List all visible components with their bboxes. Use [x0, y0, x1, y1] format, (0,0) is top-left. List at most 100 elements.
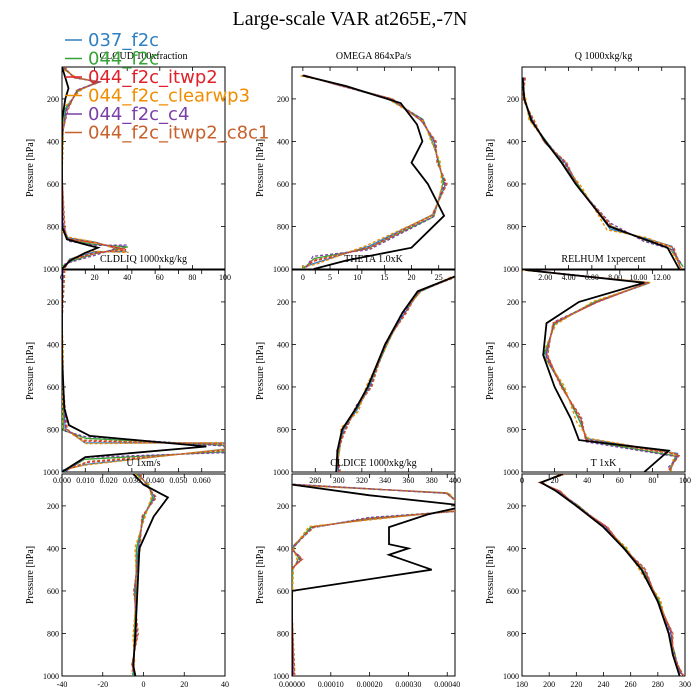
y-tick-label: 800 [277, 222, 289, 231]
x-tick-label: 0.00030 [395, 680, 421, 689]
y-axis-title: Pressure [hPa] [485, 546, 496, 604]
y-tick-label: 1000 [43, 265, 59, 274]
x-tick-label: 60 [156, 273, 164, 282]
x-tick-label: 4.00 [562, 273, 576, 282]
x-tick-label: 0.030 [123, 476, 141, 485]
panel: 180 200 220 240 260 280 300 200 400 600 800 1000 T 1… [485, 458, 691, 689]
y-tick-label: 400 [277, 544, 289, 553]
y-tick-label: 200 [47, 502, 59, 511]
panel-title: CLDICE 1000xkg/kg [330, 458, 416, 469]
x-tick-label: 40 [123, 273, 131, 282]
x-tick-label: 280 [309, 476, 321, 485]
x-tick-label: 260 [625, 680, 637, 689]
series-line [337, 276, 455, 468]
legend-label: 044_f2c_itwp2_c8c1 [88, 123, 269, 144]
control-line [132, 474, 170, 676]
panel-frame [521, 269, 686, 473]
panel-frame [521, 66, 686, 270]
panel: 280 300 320 340 360 380 4002004006008001000THE… [255, 254, 461, 485]
series-line [538, 474, 683, 676]
x-tick-label: 0 [301, 273, 305, 282]
control-line [292, 483, 455, 676]
series-line [62, 67, 126, 269]
y-tick-label: 400 [507, 340, 519, 349]
series-line [336, 276, 455, 472]
series-line [335, 275, 453, 472]
x-tick-label: 180 [516, 680, 528, 689]
series-line [522, 77, 682, 269]
x-tick-label: 0.040 [146, 476, 164, 485]
panel-title: U 1xm/s [126, 458, 160, 469]
panel-frame [521, 473, 686, 677]
series-line [62, 67, 129, 269]
x-tick-label: 280 [652, 680, 664, 689]
x-tick-label: 0.00040 [434, 680, 460, 689]
control-line [522, 77, 680, 269]
series-line [537, 474, 684, 676]
series-group [130, 474, 170, 676]
panel-title: CLOUD 100xfraction [99, 51, 187, 62]
x-tick-label: 80 [188, 273, 196, 282]
panel: 0 5 10 15 20 25 200 400 600 800 1000 OMEGA 864xPa/s… [255, 51, 456, 282]
y-tick-label: 1000 [273, 672, 289, 681]
y-axis-title: Pressure [hPa] [485, 139, 496, 197]
y-tick-label: 800 [507, 425, 519, 434]
x-tick-label: 360 [402, 476, 414, 485]
series-line [305, 74, 448, 269]
y-tick-label: 800 [47, 222, 59, 231]
y-tick-label: 400 [507, 544, 519, 553]
y-tick-label: 1000 [43, 468, 59, 477]
y-axis-title: Pressure [hPa] [255, 342, 266, 400]
y-tick-label: 800 [277, 629, 289, 638]
y-tick-label: 400 [277, 340, 289, 349]
control-line [525, 270, 671, 472]
y-tick-label: 600 [507, 383, 519, 392]
y-tick-label: 600 [507, 180, 519, 189]
panel: 0.00000 0.00010 0.00020 0.00030 0.00040 200 40… [255, 458, 460, 689]
control-line [62, 270, 207, 472]
y-tick-label: 600 [47, 383, 59, 392]
panel-frame [291, 269, 456, 473]
series-line [540, 474, 681, 676]
y-tick-label: 400 [277, 137, 289, 146]
x-tick-label: 320 [356, 476, 368, 485]
y-tick-label: 200 [47, 95, 59, 104]
series-line [292, 483, 455, 654]
y-axis-title: Pressure [hPa] [25, 546, 36, 604]
panel-title: T 1xK [591, 458, 617, 469]
series-line [335, 275, 455, 470]
y-tick-label: 200 [507, 502, 519, 511]
series-line [292, 484, 455, 627]
x-tick-label: 240 [598, 680, 610, 689]
panel-title: CLDLIQ 1000xkg/kg [100, 254, 187, 265]
series-line [292, 484, 455, 675]
y-tick-label: 200 [507, 95, 519, 104]
y-tick-label: 1000 [43, 672, 59, 681]
y-tick-label: 600 [277, 587, 289, 596]
x-tick-label: 25 [435, 273, 443, 282]
y-tick-label: 600 [507, 587, 519, 596]
series-line [292, 484, 455, 676]
y-tick-label: 200 [47, 298, 59, 307]
panel-frame [61, 473, 226, 677]
series-line [292, 483, 455, 676]
x-tick-label: 0.050 [169, 476, 187, 485]
figure-title: Large-scale VAR at265E,-7N [233, 8, 468, 30]
x-tick-label: 300 [333, 476, 345, 485]
series-group [522, 270, 681, 472]
x-tick-label: 60 [616, 476, 624, 485]
series-group [522, 77, 684, 269]
series-line [301, 74, 444, 269]
y-axis-title: Pressure [hPa] [255, 546, 266, 604]
x-tick-label: 0.010 [76, 476, 94, 485]
y-axis-title: Pressure [hPa] [485, 342, 496, 400]
x-tick-label: 5 [328, 273, 332, 282]
y-tick-label: 800 [507, 629, 519, 638]
panel-title: RELHUM 1xpercent [561, 254, 645, 265]
panel: 2.00 4.00 6.00 8.00 10.00 12.0020040060080010… [485, 51, 686, 282]
y-tick-label: 400 [507, 137, 519, 146]
